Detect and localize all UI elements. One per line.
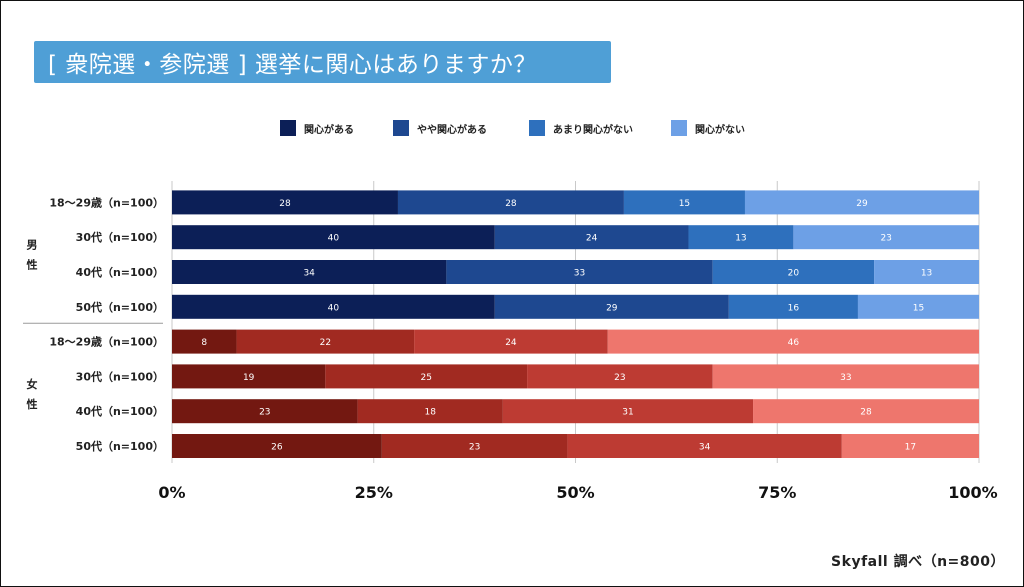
category-label: 30代（n=100） — [76, 230, 164, 244]
data-label: 29 — [856, 199, 868, 209]
data-label: 18 — [425, 408, 437, 418]
data-label: 19 — [243, 373, 255, 383]
x-tick-label: 75% — [758, 483, 796, 502]
bar-segment — [874, 260, 979, 284]
bar-segment — [793, 225, 979, 250]
bar-segment — [172, 190, 398, 215]
bar-segment — [172, 260, 447, 284]
data-label: 15 — [679, 199, 690, 209]
data-label: 34 — [303, 269, 315, 279]
data-label: 23 — [259, 408, 270, 418]
bar-segment — [172, 364, 326, 389]
group-label: 性 — [27, 397, 38, 411]
bar-segment — [172, 225, 495, 250]
bar-segment — [446, 260, 713, 284]
data-label: 31 — [622, 408, 633, 418]
legend-item-somewhat-interested: やや関心がある — [393, 120, 487, 136]
legend-swatch — [671, 120, 687, 136]
category-label: 50代（n=100） — [76, 300, 164, 314]
category-label: 30代（n=100） — [76, 369, 164, 383]
category-label: 18〜29歳（n=100） — [49, 195, 164, 209]
data-label: 8 — [201, 338, 207, 348]
data-label: 16 — [788, 303, 800, 313]
data-label: 13 — [735, 234, 746, 244]
data-label: 29 — [606, 303, 618, 313]
bar-segment — [381, 434, 568, 458]
bar-segment — [728, 294, 858, 319]
bar-segment — [325, 364, 528, 389]
bar-segment — [753, 399, 979, 424]
group-label: 男 — [27, 239, 38, 252]
bar-segment — [172, 329, 237, 354]
data-label: 15 — [913, 303, 924, 313]
bar-segment — [236, 329, 415, 354]
data-label: 46 — [788, 338, 800, 348]
legend-item-not-very-interested: あまり関心がない — [529, 120, 633, 136]
x-tick-label: 100% — [948, 483, 997, 502]
source-note: Skyfall 調べ（n=800） — [831, 554, 1005, 570]
data-label: 28 — [505, 199, 517, 209]
category-label: 50代（n=100） — [76, 439, 164, 453]
legend-swatch — [280, 120, 296, 136]
data-label: 20 — [788, 269, 800, 279]
bar-segment — [841, 434, 979, 458]
legend-label: あまり関心がない — [553, 124, 633, 136]
data-label: 25 — [420, 373, 431, 383]
bar-segment — [567, 434, 842, 458]
data-label: 24 — [505, 338, 517, 348]
legend-swatch — [393, 120, 409, 136]
bar-segment — [527, 364, 713, 389]
data-label: 40 — [328, 234, 340, 244]
bar-segment — [688, 225, 794, 250]
category-label: 18〜29歳（n=100） — [49, 335, 164, 349]
legend-label: 関心がない — [695, 124, 745, 136]
data-label: 22 — [320, 338, 331, 348]
x-tick-label: 25% — [355, 483, 393, 502]
legend-item-interested: 関心がある — [280, 120, 354, 136]
bar-segment — [357, 399, 503, 424]
data-label: 23 — [469, 443, 480, 453]
group-label: 女 — [27, 377, 38, 391]
data-label: 33 — [574, 269, 585, 279]
bar-segment — [494, 294, 729, 319]
bar-segment — [494, 225, 689, 250]
bar-segment — [712, 260, 875, 284]
data-label: 28 — [279, 199, 291, 209]
category-label: 40代（n=100） — [76, 404, 164, 418]
bar-segment — [744, 190, 979, 215]
x-tick-label: 50% — [556, 483, 594, 502]
data-label: 34 — [699, 443, 711, 453]
group-label: 性 — [27, 258, 38, 272]
data-label: 23 — [880, 234, 891, 244]
data-label: 26 — [271, 443, 283, 453]
data-label: 28 — [860, 408, 872, 418]
chart-title: [ 衆院選・参院選 ] 選挙に関心はありますか？ — [48, 52, 537, 78]
bar-segment — [172, 399, 358, 424]
legend-swatch — [529, 120, 545, 136]
bar-segment — [172, 434, 382, 458]
data-label: 24 — [586, 234, 598, 244]
data-label: 17 — [905, 443, 916, 453]
x-tick-label: 0% — [158, 483, 185, 502]
category-label: 40代（n=100） — [76, 265, 164, 279]
bar-segment — [607, 329, 979, 354]
legend-label: 関心がある — [304, 124, 354, 136]
bar-segment — [623, 190, 745, 215]
bar-segment — [857, 294, 979, 319]
bar-segment — [712, 364, 979, 389]
legend-label: やや関心がある — [417, 124, 487, 136]
bar-segment — [172, 294, 495, 319]
bar-segment — [502, 399, 754, 424]
data-label: 13 — [921, 269, 932, 279]
title-banner: [ 衆院選・参院選 ] 選挙に関心はありますか？ — [34, 41, 611, 83]
bar-segment — [414, 329, 608, 354]
data-label: 23 — [614, 373, 625, 383]
data-label: 40 — [328, 303, 340, 313]
bar-segment — [397, 190, 624, 215]
data-label: 33 — [840, 373, 851, 383]
legend-item-not-interested: 関心がない — [671, 120, 745, 136]
